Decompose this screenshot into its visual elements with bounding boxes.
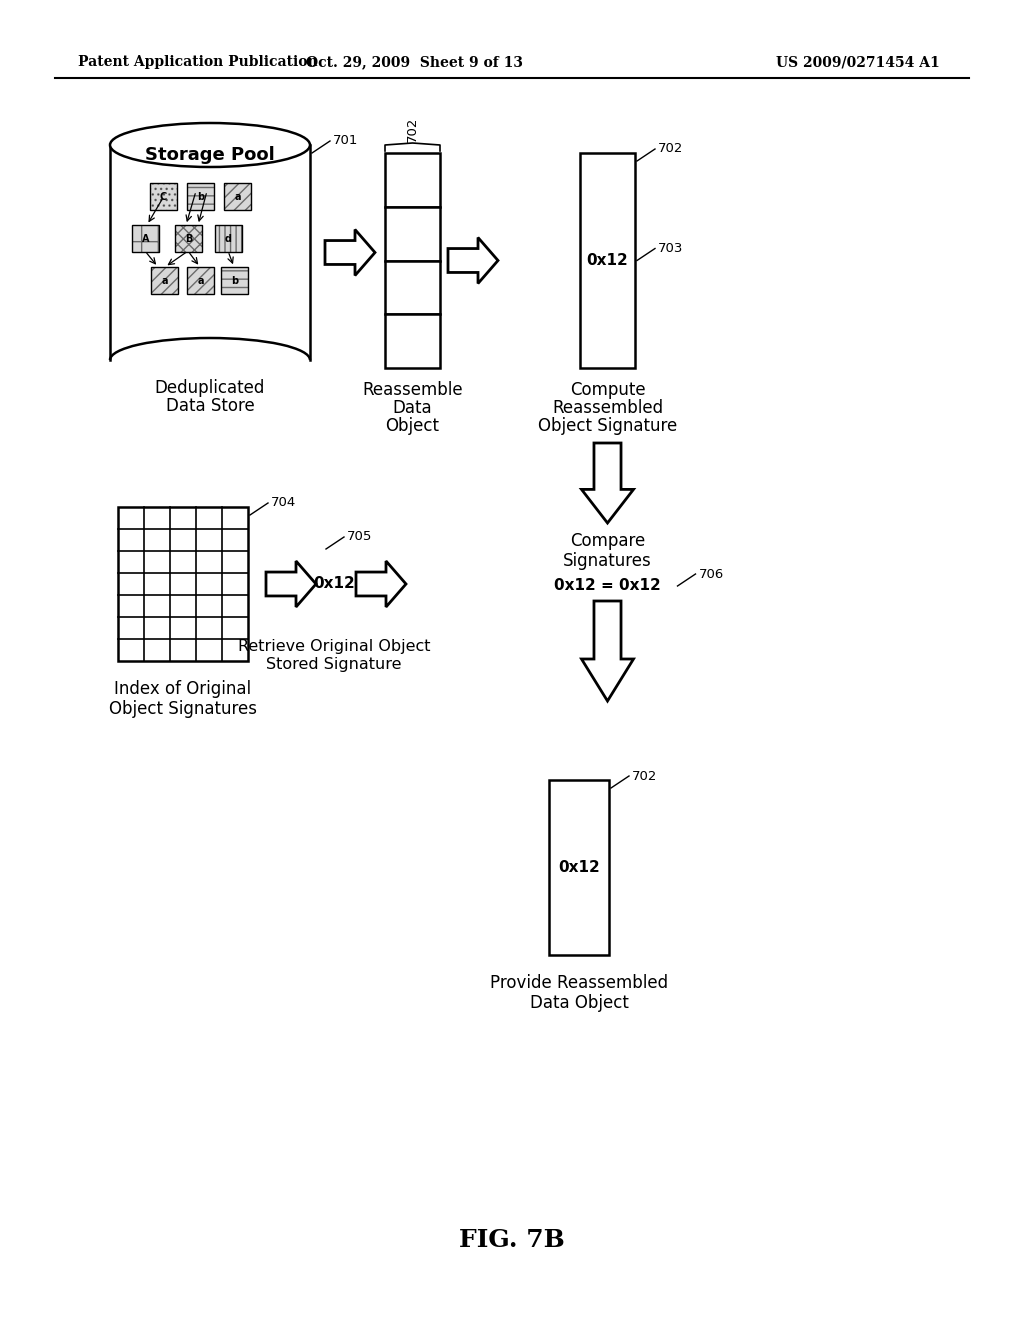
Polygon shape [356,561,406,607]
Text: 706: 706 [698,568,724,581]
Text: 705: 705 [347,531,373,544]
Text: Oct. 29, 2009  Sheet 9 of 13: Oct. 29, 2009 Sheet 9 of 13 [306,55,523,69]
Bar [151,267,178,294]
Bar [385,260,440,314]
Text: Retrieve Original Object: Retrieve Original Object [238,639,430,653]
Bar [187,183,214,210]
Bar [580,153,635,368]
Bar [224,183,251,210]
Polygon shape [449,238,498,284]
Text: Signatures: Signatures [563,552,652,570]
Bar [215,224,242,252]
Text: 701: 701 [333,135,358,148]
Text: Reassemble: Reassemble [362,381,463,399]
Text: 0x12: 0x12 [587,253,629,268]
Text: A: A [141,234,150,243]
Bar [224,183,251,210]
Bar [549,780,609,954]
Text: b: b [231,276,238,285]
Text: Deduplicated: Deduplicated [155,379,265,397]
Text: Index of Original: Index of Original [115,680,252,698]
Text: FIG. 7B: FIG. 7B [459,1228,565,1251]
Bar [385,207,440,260]
Bar [175,224,202,252]
Bar [215,224,242,252]
Text: Object Signatures: Object Signatures [109,700,257,718]
Polygon shape [266,561,316,607]
Text: B: B [184,234,193,243]
Text: Data Object: Data Object [529,994,629,1012]
Text: 702: 702 [632,770,657,783]
Text: Patent Application Publication: Patent Application Publication [78,55,317,69]
Bar [118,507,248,661]
Text: 0x12: 0x12 [313,577,355,591]
Text: Compute: Compute [569,381,645,399]
Bar [385,314,440,368]
Text: a: a [161,276,168,285]
Bar [187,267,214,294]
Bar [132,224,159,252]
Text: 0x12 = 0x12: 0x12 = 0x12 [554,578,660,594]
Text: Object: Object [385,417,439,436]
Text: US 2009/0271454 A1: US 2009/0271454 A1 [776,55,940,69]
Ellipse shape [110,123,310,168]
Text: Data Store: Data Store [166,397,254,414]
Text: Provide Reassembled: Provide Reassembled [489,974,668,993]
Text: 0x12: 0x12 [558,861,600,875]
Bar [151,267,178,294]
Bar [221,267,248,294]
Bar [110,145,310,360]
Text: 703: 703 [658,242,683,255]
Bar [150,183,177,210]
Text: b: b [197,191,204,202]
Bar [187,183,214,210]
Bar [150,183,177,210]
Text: 704: 704 [271,496,296,510]
Text: 702: 702 [406,116,419,141]
Bar [175,224,202,252]
Text: Data: Data [392,399,432,417]
Text: Stored Signature: Stored Signature [266,656,401,672]
Text: a: a [234,191,241,202]
Text: Object Signature: Object Signature [538,417,677,436]
Bar [132,224,159,252]
Text: Reassembled: Reassembled [552,399,664,417]
Bar [187,267,214,294]
Polygon shape [325,230,375,276]
Text: Storage Pool: Storage Pool [145,147,274,164]
Text: 702: 702 [658,143,683,156]
Polygon shape [582,444,634,523]
Text: a: a [198,276,204,285]
Bar [221,267,248,294]
Text: C: C [160,191,167,202]
Text: Compare: Compare [570,532,645,550]
Bar [385,153,440,207]
Polygon shape [582,601,634,701]
Text: d: d [225,234,232,243]
